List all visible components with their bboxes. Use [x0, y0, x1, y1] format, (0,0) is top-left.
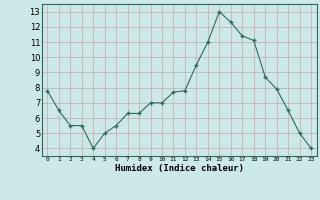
X-axis label: Humidex (Indice chaleur): Humidex (Indice chaleur)	[115, 164, 244, 173]
